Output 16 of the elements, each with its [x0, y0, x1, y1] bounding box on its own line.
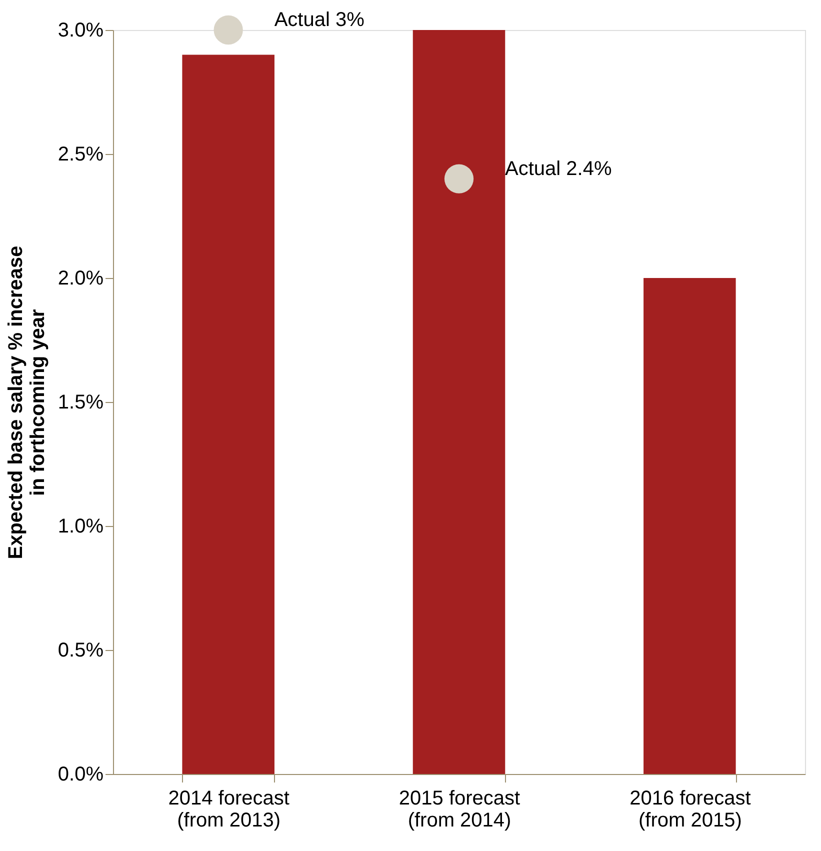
- y-tick-label: 1.0%: [58, 516, 104, 538]
- y-tick-label: 2.0%: [58, 268, 104, 290]
- bar: [412, 30, 506, 774]
- y-tick-label: 1.5%: [58, 392, 104, 414]
- bar: [182, 54, 274, 774]
- x-tick-label: 2016 forecast (from 2015): [630, 788, 752, 832]
- y-axis-title: Expected base salary % increase in forthcoming year: [4, 246, 49, 560]
- y-tick-label: 2.5%: [58, 144, 104, 166]
- data-label: Actual 2.4%: [505, 158, 612, 180]
- x-tick-label: 2014 forecast (from 2013): [168, 788, 290, 832]
- data-label: Actual 3%: [274, 9, 365, 31]
- bar: [644, 278, 736, 774]
- x-tick-label: 2015 forecast (from 2014): [398, 788, 521, 832]
- y-tick-label: 3.0%: [58, 20, 104, 42]
- y-tick-label: 0.5%: [58, 640, 104, 662]
- y-tick-label: 0.0%: [58, 764, 104, 786]
